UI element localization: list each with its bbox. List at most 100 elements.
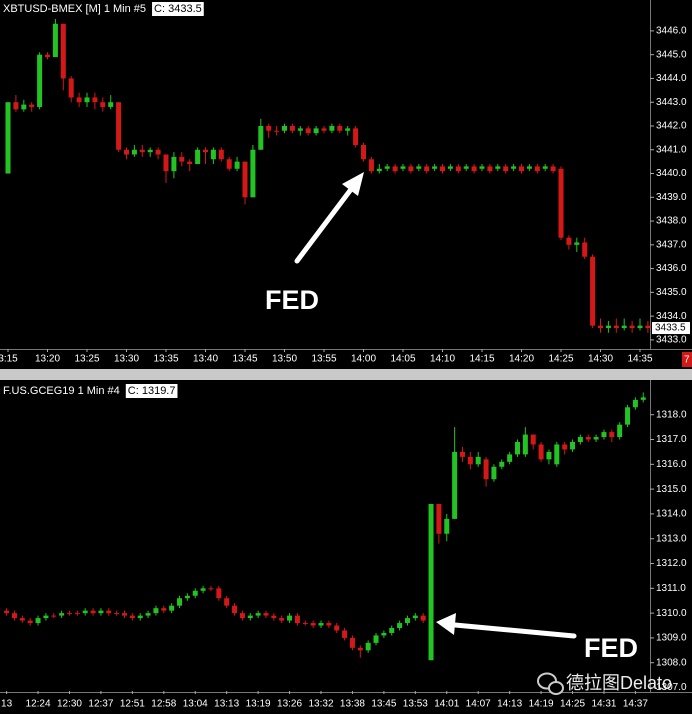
x-tick-label: 14:30: [588, 354, 613, 365]
candle-body: [404, 618, 410, 624]
candle-body: [302, 623, 308, 625]
candle-body: [507, 454, 513, 462]
candle-body: [522, 434, 528, 455]
candle-body: [163, 154, 169, 172]
x-tick-label: 12:37: [88, 699, 113, 710]
y-tick-label: 3444.0: [656, 73, 687, 84]
candle-body: [530, 434, 536, 445]
close-label-box: [125, 384, 178, 398]
x-tick-label: 13: [1, 699, 13, 710]
candle-body: [436, 504, 442, 534]
x-tick-label: 14:19: [529, 699, 554, 710]
candle-body: [397, 623, 403, 628]
candle-body: [467, 456, 473, 465]
candle-body: [420, 615, 426, 621]
candle-body: [208, 588, 214, 590]
watermark-icon: [537, 672, 564, 695]
candle-body: [200, 588, 206, 591]
corner-box: [682, 352, 692, 367]
candle-body: [519, 166, 524, 172]
y-tick-label: 1315.0: [656, 484, 687, 495]
candle-body: [139, 149, 145, 153]
candle-body: [137, 615, 143, 619]
chart-title: XBTUSD-BMEX [M] 1 Min #5: [3, 3, 146, 15]
candle-body: [416, 166, 422, 169]
candle-body: [342, 630, 348, 638]
candle-body: [258, 125, 264, 150]
candle-body: [605, 325, 611, 329]
candle-body: [381, 632, 387, 636]
candle-body: [625, 407, 631, 425]
candle-body: [108, 102, 114, 107]
x-tick-label: 14:07: [466, 699, 491, 710]
candle-body: [428, 504, 434, 661]
candle-body: [74, 613, 80, 615]
candle-body: [195, 149, 201, 165]
x-tick-label: 13:35: [153, 354, 178, 365]
candle-body: [376, 168, 382, 172]
candle-body: [184, 595, 190, 599]
price-tag-box: [652, 322, 690, 335]
y-tick-label: 3433.0: [656, 335, 687, 346]
candle-body: [598, 325, 603, 329]
candle-body: [313, 128, 319, 134]
x-tick-label: 13:40: [193, 354, 218, 365]
x-tick-label: 13:50: [272, 354, 297, 365]
candle-body: [52, 23, 58, 58]
candle-body: [632, 399, 638, 408]
candle-body: [21, 104, 27, 110]
candle-body: [84, 97, 90, 103]
x-tick-label: 13:26: [277, 699, 302, 710]
candle-body: [29, 104, 35, 107]
candle-body: [242, 161, 248, 198]
candle-body: [216, 588, 222, 599]
candle-body: [5, 102, 11, 174]
x-tick-label: 14:20: [509, 354, 534, 365]
candle-body: [232, 605, 238, 614]
x-tick-label: 14:37: [623, 699, 648, 710]
close-label: C: 1319.7: [128, 385, 176, 397]
annotation: FED: [584, 633, 638, 663]
annotation: FED: [265, 285, 319, 315]
x-tick-label: 13:45: [371, 699, 396, 710]
x-tick-label: 14:31: [591, 699, 616, 710]
candle-body: [582, 242, 588, 257]
candle-body: [92, 97, 98, 103]
y-tick-label: 3445.0: [656, 49, 687, 60]
x-tick-label: 13:19: [246, 699, 271, 710]
candle-body: [310, 623, 316, 626]
candle-body: [329, 125, 335, 131]
candle-body: [617, 424, 623, 438]
candle-body: [400, 166, 406, 169]
x-tick-label: 13:04: [183, 699, 208, 710]
candle-body: [122, 613, 127, 616]
y-tick-label: 3434.0: [656, 311, 687, 322]
y-tick-label: 3446.0: [656, 26, 687, 37]
candle-body: [574, 242, 580, 245]
y-tick-label: 1307.0: [656, 682, 687, 693]
candle-body: [192, 590, 198, 596]
y-tick-label: 3438.0: [656, 216, 687, 227]
candle-body: [609, 432, 615, 438]
y-tick-label: 3440.0: [656, 168, 687, 179]
x-tick-label: 13:30: [114, 354, 139, 365]
panel-separator: [0, 369, 692, 380]
x-tick-label: 14:35: [627, 354, 652, 365]
candle-body: [76, 97, 82, 103]
candle-body: [279, 618, 285, 621]
candle-body: [455, 166, 461, 172]
candle-body: [287, 615, 293, 621]
candle-body: [187, 161, 193, 165]
candle-body: [155, 149, 161, 155]
candle-body: [503, 166, 509, 172]
candle-body: [357, 647, 363, 651]
candle-body: [171, 156, 177, 172]
candle-body: [234, 161, 240, 169]
candle-body: [169, 605, 175, 611]
candle-body: [577, 437, 583, 442]
candle-body: [100, 102, 106, 107]
x-tick-label: 13:25: [74, 354, 99, 365]
candle-body: [326, 623, 332, 626]
candle-body: [499, 461, 505, 467]
